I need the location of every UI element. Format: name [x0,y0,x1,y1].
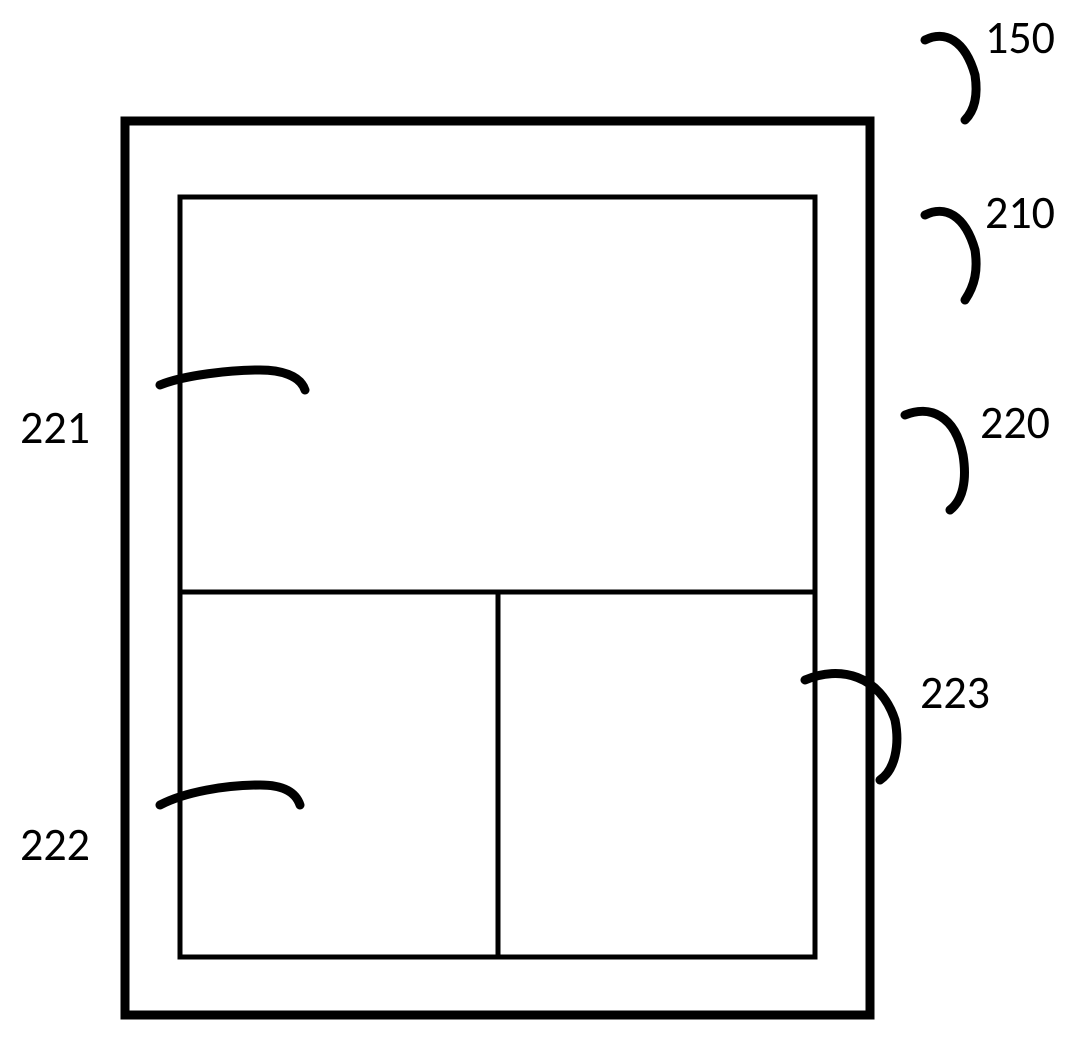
label-220: 220 [980,400,1050,446]
label-221: 221 [20,405,90,451]
label-210: 210 [985,190,1055,236]
diagram-root: 150 210 220 223 221 222 [0,0,1077,1049]
leader-220 [905,411,964,510]
diagram-svg [0,0,1077,1049]
inner-region-222 [180,592,498,957]
label-223: 223 [920,670,990,716]
label-222: 222 [20,822,90,868]
leader-150 [925,36,976,120]
inner-region-221 [180,197,815,592]
leader-210 [925,211,976,300]
label-150: 150 [985,15,1055,61]
leader-223 [805,673,897,780]
inner-region-223 [498,592,815,957]
